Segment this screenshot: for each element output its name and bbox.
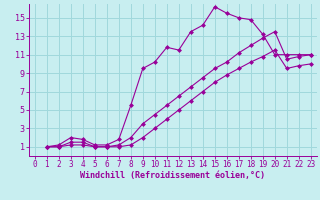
X-axis label: Windchill (Refroidissement éolien,°C): Windchill (Refroidissement éolien,°C) xyxy=(80,171,265,180)
